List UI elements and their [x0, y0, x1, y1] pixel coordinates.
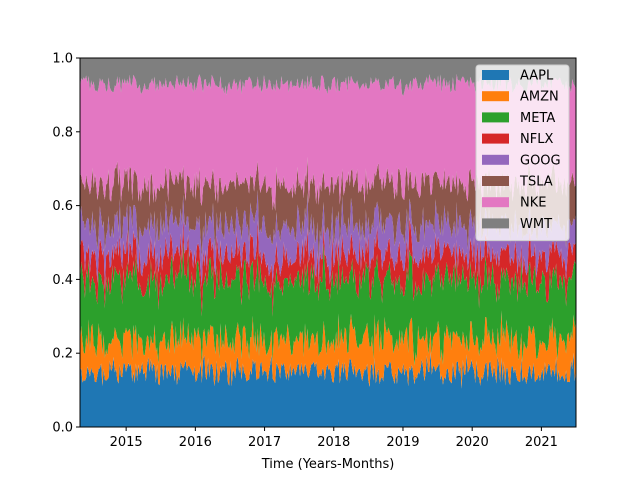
y-tick-label: 0.2	[52, 347, 73, 362]
legend-swatch-meta	[482, 112, 509, 123]
x-tick-label: 2017	[248, 435, 281, 450]
legend-label-nke: NKE	[520, 196, 546, 211]
area-layers	[80, 58, 576, 427]
legend-label-amzn: AMZN	[520, 90, 559, 105]
y-tick-label: 0.4	[52, 273, 73, 288]
legend-swatch-goog	[482, 154, 509, 165]
x-tick-label: 2021	[525, 435, 558, 450]
x-tick-label: 2019	[386, 435, 419, 450]
x-axis: 2015 2016 2017 2018 2019 2020 2021	[110, 427, 558, 450]
legend-swatch-amzn	[482, 91, 509, 102]
y-tick-label: 0.8	[52, 125, 73, 140]
legend-swatch-aapl	[482, 70, 509, 80]
area-amzn	[80, 310, 576, 389]
x-axis-label: Time (Years-Months)	[261, 457, 395, 472]
y-tick-label: 0.6	[52, 199, 73, 214]
x-tick-label: 2020	[456, 435, 489, 450]
x-tick-label: 2018	[317, 435, 350, 450]
legend-label-nflx: NFLX	[520, 132, 553, 147]
legend-label-wmt: WMT	[520, 217, 552, 232]
legend-label-aapl: AAPL	[520, 69, 554, 84]
area-aapl	[80, 351, 576, 427]
legend-swatch-nflx	[482, 133, 509, 144]
area-nflx	[80, 217, 576, 317]
area-meta	[80, 241, 576, 366]
x-tick-label: 2015	[110, 435, 143, 450]
legend-label-tsla: TSLA	[519, 175, 553, 190]
legend-swatch-tsla	[482, 176, 509, 186]
legend-swatch-nke	[482, 197, 509, 208]
y-tick-label: 1.0	[52, 52, 73, 67]
legend-box	[475, 64, 570, 242]
plot-frame	[79, 57, 577, 428]
area-tsla	[80, 156, 576, 261]
y-axis: 0.0 0.2 0.4 0.6 0.8 1.0	[52, 52, 80, 436]
y-tick-label: 0.0	[52, 421, 73, 436]
area-goog	[80, 189, 576, 290]
legend-swatch-wmt	[482, 218, 509, 229]
legend-label-meta: META	[520, 111, 555, 126]
legend-label-goog: GOOG	[520, 153, 561, 168]
x-tick-label: 2016	[179, 435, 212, 450]
area-nke	[80, 73, 576, 211]
legend: AAPL AMZN META NFLX GOOG TSLA NKE WMT	[475, 64, 570, 242]
area-wmt	[80, 58, 576, 97]
